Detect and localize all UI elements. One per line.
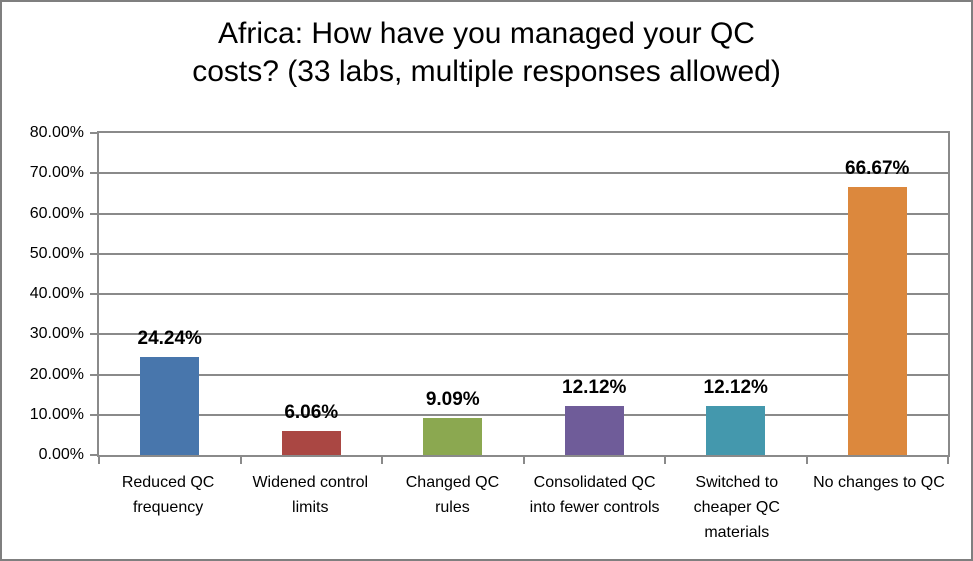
chart-title-line2: costs? (33 labs, multiple responses allo… (192, 55, 781, 88)
bar-value-label: 12.12% (562, 377, 627, 399)
y-axis-tick-label: 0.00% (38, 446, 84, 463)
x-axis-category-label: Switched to cheaper QC materials (693, 474, 780, 541)
bar (564, 406, 624, 455)
bar-value-label: 12.12% (703, 377, 768, 399)
y-axis-tick (90, 413, 98, 416)
y-axis-tick (90, 132, 98, 134)
y-axis-tick (90, 454, 98, 456)
gridline (99, 172, 948, 175)
bar-value-label: 9.09% (425, 389, 480, 411)
bar-column: 12.12% (524, 133, 666, 455)
x-axis-tick (806, 455, 808, 464)
x-axis-category-label: Changed QC rules (405, 474, 500, 516)
bar (423, 418, 483, 455)
bar-column: 24.24% (99, 133, 241, 455)
x-axis-tick (523, 455, 525, 464)
bar-column: 9.09% (382, 133, 524, 455)
y-axis-tick-label: 60.00% (29, 204, 84, 222)
x-axis-category-label: Reduced QC frequency (121, 474, 215, 516)
bar (281, 430, 341, 455)
y-axis-tick (90, 293, 98, 295)
x-axis-tick (240, 455, 242, 464)
x-axis-labels: Reduced QC frequency Widened control limi… (97, 470, 950, 545)
bar (140, 357, 200, 455)
y-axis-tick-label: 80.00% (29, 124, 84, 141)
plot-area: 24.24% 6.06% 9.09% 12.12% 12.12% 66.67% (97, 131, 950, 457)
y-axis-tick-label: 10.00% (29, 405, 84, 423)
bar (706, 406, 766, 455)
y-axis-tick (90, 252, 98, 255)
x-axis-tick (381, 455, 383, 464)
gridline (99, 252, 948, 255)
chart-title: Africa: How have you managed your QC cos… (2, 15, 971, 91)
x-axis-category-label: Consolidated QC into fewer controls (529, 474, 660, 516)
bar-column: 12.12% (665, 133, 807, 455)
x-axis-category-label: No changes to QC (813, 474, 945, 491)
y-axis-tick-label: 70.00% (29, 164, 84, 182)
y-axis-tick (90, 172, 98, 175)
y-axis-tick-label: 30.00% (29, 325, 84, 343)
gridline (99, 212, 948, 215)
gridline (99, 373, 948, 376)
x-axis-category-label: Widened control limits (252, 474, 369, 516)
bar-value-label: 6.06% (284, 401, 339, 423)
y-axis-tick (90, 373, 98, 376)
gridline (99, 293, 948, 295)
bar (847, 186, 907, 455)
bar-column: 6.06% (241, 133, 383, 455)
y-axis-tick-label: 40.00% (29, 285, 84, 302)
y-axis-tick-label: 20.00% (29, 365, 84, 383)
y-axis-tick-label: 50.00% (29, 244, 84, 262)
y-axis-tick (90, 333, 98, 336)
y-axis-tick (90, 212, 98, 215)
chart-title-line1: Africa: How have you managed your QC (218, 17, 755, 50)
x-axis-tick (98, 455, 100, 464)
x-axis-tick (664, 455, 666, 464)
gridline (99, 333, 948, 336)
gridline (99, 413, 948, 416)
bar-value-label: 24.24% (137, 328, 202, 350)
bar-value-label: 66.67% (845, 157, 910, 179)
x-axis-tick (947, 455, 949, 464)
bar-column: 66.67% (807, 133, 949, 455)
